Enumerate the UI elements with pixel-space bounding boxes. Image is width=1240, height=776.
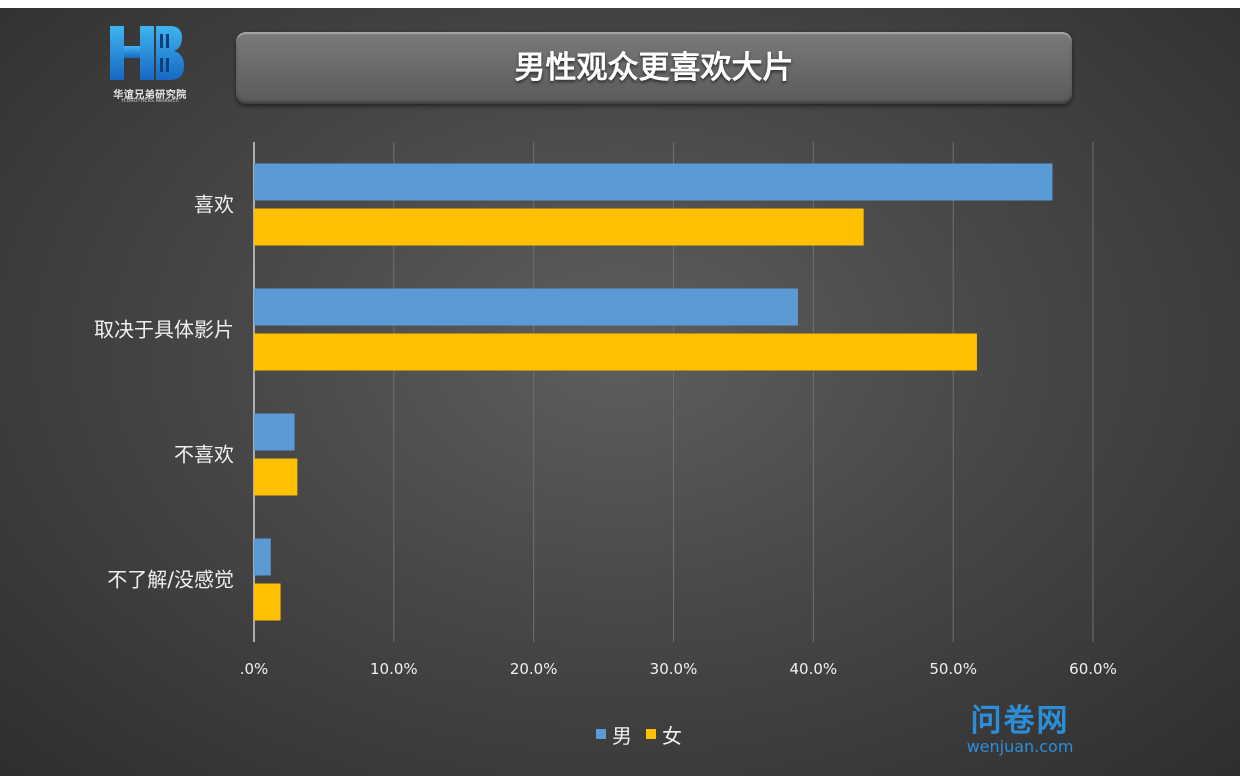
x-tick-label: 60.0%: [1069, 660, 1117, 678]
category-label: 不了解/没感觉: [107, 568, 234, 592]
logo-name-en: H.BROTHERS Research: [121, 98, 179, 104]
legend-swatch-female: [646, 729, 656, 739]
watermark: 问卷网 wenjuan.com: [962, 704, 1078, 756]
legend-item-female: 女: [646, 720, 682, 749]
x-tick-label: .0%: [240, 660, 269, 678]
bar-female: [254, 458, 298, 496]
chart-title: 男性观众更喜欢大片: [514, 50, 794, 86]
bar-male: [254, 538, 271, 576]
x-tick-label: 20.0%: [510, 660, 558, 678]
bar-female: [254, 583, 281, 621]
bar-female: [254, 208, 864, 246]
legend: 男 女: [596, 720, 696, 749]
title-box: 男性观众更喜欢大片: [236, 32, 1072, 104]
x-tick-label: 50.0%: [929, 660, 977, 678]
logo: 华谊兄弟研究院 H.BROTHERS Research: [100, 20, 200, 106]
legend-label-male: 男: [612, 723, 632, 748]
x-tick-label: 40.0%: [790, 660, 838, 678]
category-label: 不喜欢: [174, 443, 234, 467]
logo-icon: [110, 26, 184, 80]
category-label: 取决于具体影片: [94, 318, 234, 342]
bar-male: [254, 163, 1053, 201]
logo-name-cn: 华谊兄弟研究院: [113, 90, 187, 101]
top-strip: [0, 0, 1240, 8]
bar-female: [254, 333, 977, 371]
legend-swatch-male: [596, 729, 606, 739]
bar-male: [254, 288, 798, 326]
bar-male: [254, 413, 295, 451]
watermark-en: wenjuan.com: [966, 737, 1074, 756]
x-tick-label: 30.0%: [650, 660, 698, 678]
legend-item-male: 男: [596, 720, 632, 749]
category-label: 喜欢: [194, 193, 234, 217]
legend-label-female: 女: [662, 723, 682, 748]
x-tick-label: 10.0%: [370, 660, 418, 678]
watermark-cn: 问卷网: [970, 703, 1070, 739]
